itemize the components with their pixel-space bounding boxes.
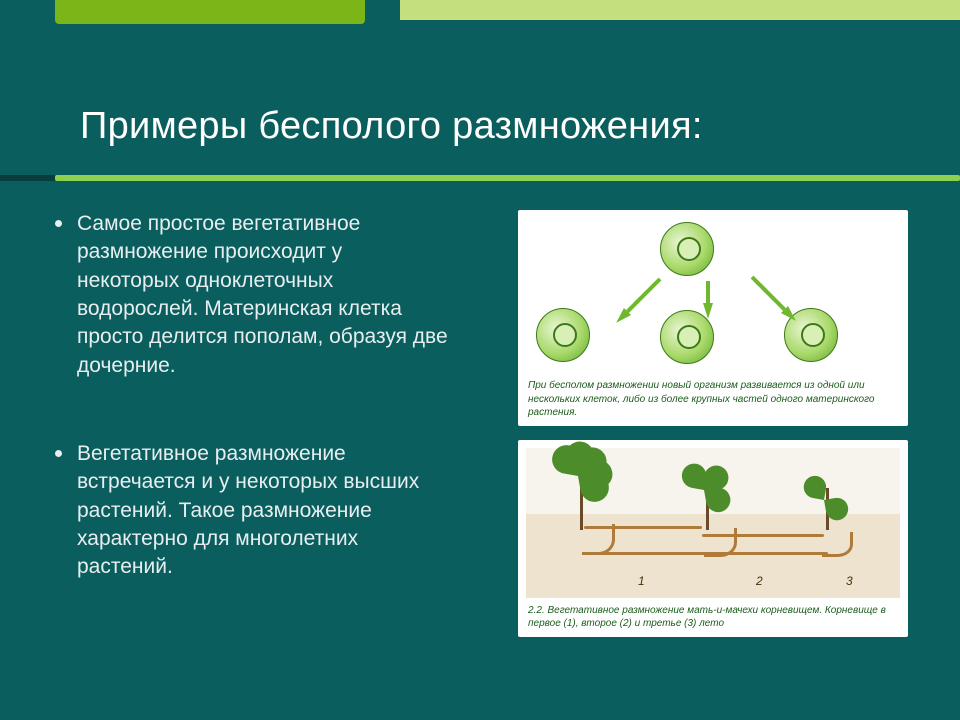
- arrow-icon: [613, 275, 664, 326]
- title-underline: [0, 175, 960, 181]
- root-icon: [582, 524, 615, 555]
- plant-icon: [580, 456, 582, 514]
- figure-cell-division: При бесполом размножении новый организм …: [518, 210, 908, 426]
- cell-diagram: [526, 218, 900, 373]
- figure-number: 2: [756, 574, 763, 588]
- rhizome-diagram: 1 2 3: [526, 448, 900, 598]
- root-icon: [822, 532, 853, 557]
- bullet-item: Самое простое вегетативное размножение п…: [55, 210, 450, 380]
- figure-rhizome: 1 2 3 2.2. Вегетативное размножение мать-и…: [518, 440, 908, 637]
- figure-number: 1: [638, 574, 645, 588]
- title-wrap: Примеры бесполого размножения:: [80, 105, 900, 148]
- cell-icon: [660, 222, 714, 276]
- figure-number: 3: [846, 574, 853, 588]
- arrow-icon: [748, 273, 799, 324]
- root-icon: [704, 528, 737, 557]
- bullet-item: Вегетативное размножение встречается и у…: [55, 440, 450, 582]
- plant-icon: [826, 480, 828, 514]
- header-decoration: [0, 0, 960, 32]
- bullet-list: Самое простое вегетативное размножение п…: [55, 210, 450, 642]
- arrow-icon: [703, 281, 713, 319]
- plant-icon: [706, 470, 708, 514]
- cell-icon: [536, 308, 590, 362]
- page-title: Примеры бесполого размножения:: [80, 105, 900, 148]
- figure2-caption: 2.2. Вегетативное размножение мать-и-мач…: [526, 604, 900, 631]
- figure1-caption: При бесполом размножении новый организм …: [526, 379, 900, 420]
- figures-column: При бесполом размножении новый организм …: [518, 210, 908, 651]
- slide: Примеры бесполого размножения: Самое про…: [0, 0, 960, 720]
